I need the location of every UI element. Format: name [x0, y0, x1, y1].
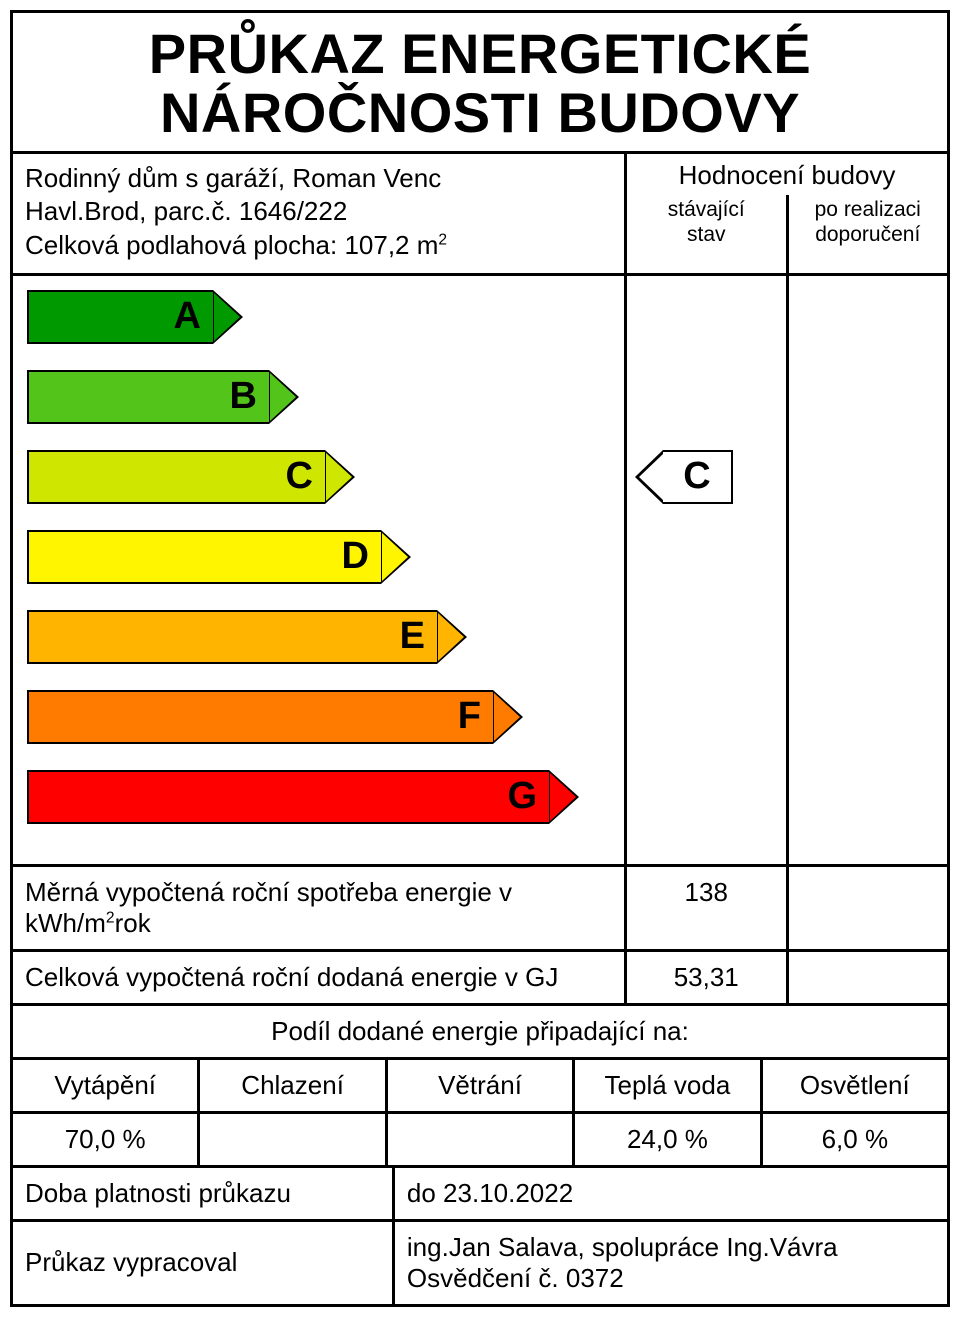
energy-bar-label: F: [27, 690, 493, 744]
building-line-1: Rodinný dům s garáží, Roman Venc: [25, 162, 612, 196]
total-energy-label: Celková vypočtená roční dodaná energie v…: [13, 952, 624, 1003]
energy-bar-label: B: [27, 370, 269, 424]
share-value: [388, 1114, 575, 1165]
arrow-head-icon: [549, 770, 579, 824]
share-value: 6,0 %: [763, 1114, 947, 1165]
rating-marker-current: C: [635, 450, 733, 504]
spec-energy-label: Měrná vypočtená roční spotřeba energie v…: [25, 877, 512, 938]
total-energy-value-rec: [786, 952, 948, 1003]
floor-exp: 2: [438, 232, 447, 249]
evaluation-panel: Hodnocení budovy stávající stav po reali…: [624, 154, 947, 273]
evaluation-title: Hodnocení budovy: [627, 154, 947, 195]
floor-value: 107,2 m: [344, 230, 438, 260]
building-line-2: Havl.Brod, parc.č. 1646/222: [25, 195, 612, 229]
rating-marker-label: C: [663, 450, 733, 504]
energy-bar-label: E: [27, 610, 437, 664]
rating-arrow-icon: [635, 450, 663, 504]
share-header: Větrání: [388, 1060, 575, 1111]
author-line-1: ing.Jan Salava, spolupráce Ing.Vávra: [407, 1232, 935, 1263]
spec-energy-value-rec: [786, 867, 948, 949]
metric-total-energy: Celková vypočtená roční dodaná energie v…: [13, 952, 947, 1006]
author-value: ing.Jan Salava, spolupráce Ing.Vávra Osv…: [395, 1222, 947, 1304]
arrow-head-icon: [325, 450, 355, 504]
arrow-head-icon: [213, 290, 243, 344]
energy-bar-a: A: [27, 290, 624, 344]
energy-bar-label: D: [27, 530, 381, 584]
validity-label: Doba platnosti průkazu: [13, 1168, 395, 1219]
title-line-1: PRŮKAZ ENERGETICKÉ: [149, 22, 811, 85]
share-headers: VytápěníChlazeníVětráníTeplá vodaOsvětle…: [13, 1060, 947, 1114]
share-header: Chlazení: [200, 1060, 387, 1111]
eval-col-recommended: po realizaci doporučení: [786, 195, 948, 273]
energy-bar-e: E: [27, 610, 624, 664]
total-energy-value: 53,31: [627, 952, 786, 1003]
arrow-head-icon: [381, 530, 411, 584]
share-header: Osvětlení: [763, 1060, 947, 1111]
arrow-head-icon: [493, 690, 523, 744]
author-row: Průkaz vypracoval ing.Jan Salava, spolup…: [13, 1222, 947, 1304]
energy-bar-label: G: [27, 770, 549, 824]
share-header: Teplá voda: [575, 1060, 762, 1111]
title-line-2: NÁROČNOSTI BUDOVY: [160, 81, 800, 144]
share-value: 70,0 %: [13, 1114, 200, 1165]
validity-value: do 23.10.2022: [395, 1168, 947, 1219]
energy-bar-f: F: [27, 690, 624, 744]
metric-specific-energy: Měrná vypočtená roční spotřeba energie v…: [13, 867, 947, 952]
energy-bars: ABCDEFG: [13, 276, 624, 864]
certificate-frame: PRŮKAZ ENERGETICKÉ NÁROČNOSTI BUDOVY Rod…: [10, 10, 950, 1307]
energy-bar-b: B: [27, 370, 624, 424]
floor-area: Celková podlahová plocha: 107,2 m2: [25, 229, 612, 263]
author-label: Průkaz vypracoval: [13, 1222, 395, 1304]
chart-row: ABCDEFG C: [13, 276, 947, 867]
energy-bar-label: A: [27, 290, 213, 344]
validity-row: Doba platnosti průkazu do 23.10.2022: [13, 1168, 947, 1222]
rating-col-recommended: [786, 276, 948, 864]
floor-label: Celková podlahová plocha:: [25, 230, 344, 260]
energy-bar-c: C: [27, 450, 624, 504]
energy-bar-d: D: [27, 530, 624, 584]
share-value: [200, 1114, 387, 1165]
arrow-head-icon: [437, 610, 467, 664]
share-values: 70,0 % 24,0 %6,0 %: [13, 1114, 947, 1168]
eval-col-current: stávající stav: [627, 195, 786, 273]
document-title: PRŮKAZ ENERGETICKÉ NÁROČNOSTI BUDOVY: [13, 13, 947, 151]
building-info: Rodinný dům s garáží, Roman Venc Havl.Br…: [13, 154, 624, 273]
energy-bar-label: C: [27, 450, 325, 504]
rating-col-current: C: [627, 276, 786, 864]
share-value: 24,0 %: [575, 1114, 762, 1165]
arrow-head-icon: [269, 370, 299, 424]
share-header: Vytápění: [13, 1060, 200, 1111]
share-title: Podíl dodané energie připadající na:: [13, 1006, 947, 1060]
rating-columns: C: [624, 276, 947, 864]
spec-energy-value: 138: [627, 867, 786, 949]
energy-bar-g: G: [27, 770, 624, 824]
author-line-2: Osvědčení č. 0372: [407, 1263, 935, 1294]
info-row: Rodinný dům s garáží, Roman Venc Havl.Br…: [13, 154, 947, 276]
